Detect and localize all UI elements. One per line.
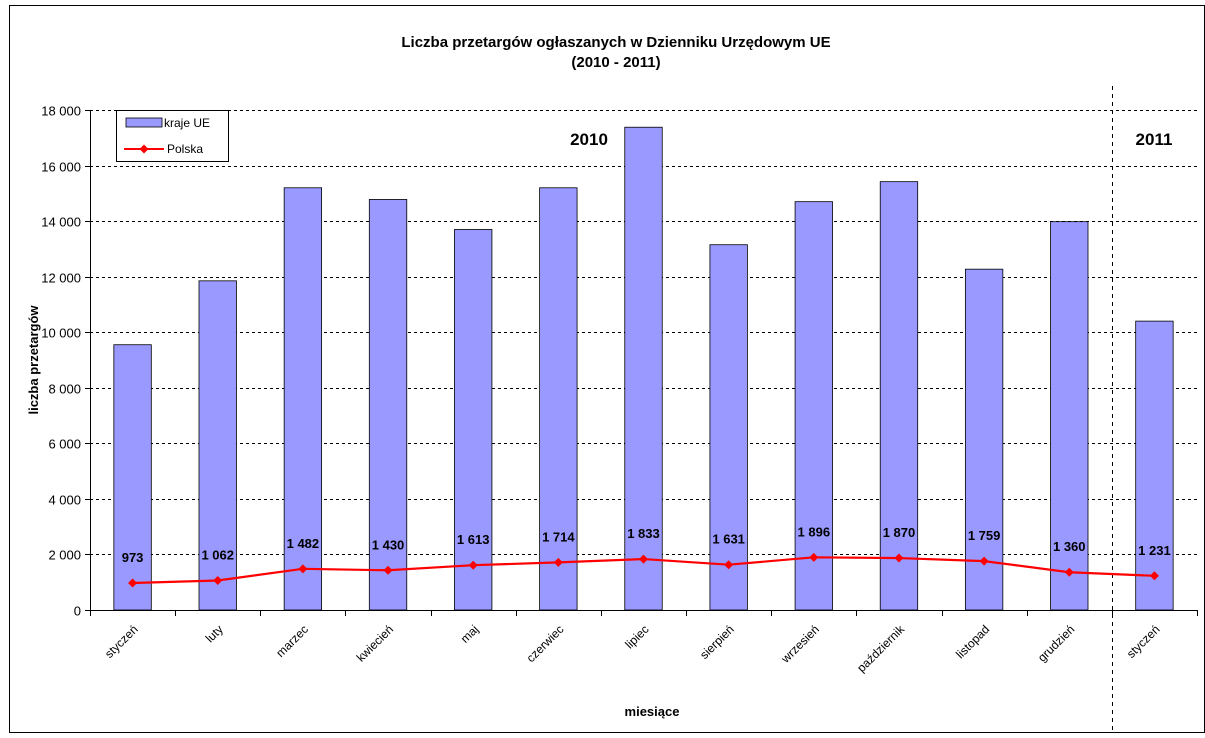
data-label-polska: 1 062: [201, 548, 234, 563]
point-polska: [639, 554, 648, 564]
legend-swatch-kraje-ue: [125, 117, 163, 128]
data-label-polska: 1 482: [287, 536, 320, 551]
y-axis-title: liczba przetargów: [26, 305, 41, 415]
point-polska: [213, 576, 223, 585]
legend: kraje UE Polska: [116, 110, 229, 162]
point-polska: [979, 556, 989, 566]
y-tick-label: 0: [74, 604, 81, 619]
point-polska: [298, 564, 308, 574]
bar-kraje-ue: [198, 280, 237, 611]
point-polska: [128, 578, 138, 588]
point-polska: [1149, 571, 1159, 581]
year-label-2010: 2010: [570, 130, 608, 149]
x-axis-title: miesiące: [625, 704, 680, 719]
legend-label-kraje-ue: kraje UE: [164, 116, 210, 130]
y-tick-label: 12 000: [41, 271, 81, 286]
legend-label-polska: Polska: [167, 142, 203, 156]
data-label-polska: 1 759: [968, 528, 1001, 543]
bar-kraje-ue: [454, 229, 493, 611]
year-label-2011: 2011: [1136, 130, 1173, 149]
y-tick-label: 6 000: [48, 437, 81, 452]
point-polska: [468, 560, 478, 570]
data-label-polska: 1 631: [712, 532, 745, 547]
bar-kraje-ue: [283, 187, 323, 611]
bar-kraje-ue: [879, 181, 919, 611]
legend-swatch-polska-marker: [139, 144, 149, 154]
bars-kraje-ue: [113, 126, 1174, 611]
bar-kraje-ue: [964, 268, 1004, 611]
bar-kraje-ue: [794, 201, 833, 611]
data-label-polska: 1 613: [457, 532, 490, 547]
bar-kraje-ue: [113, 344, 152, 611]
data-label-polska: 1 714: [542, 529, 575, 544]
data-label-polska: 1 833: [627, 526, 660, 541]
data-labels: 973 1 062 1 482 1 430 1 613 1 714 1 833 1 631 1 …: [122, 524, 1171, 565]
bar-kraje-ue: [1135, 320, 1174, 611]
data-label-polska: 1 430: [372, 537, 405, 552]
bar-kraje-ue: [539, 187, 578, 611]
bar-kraje-ue: [368, 199, 408, 611]
data-label-polska: 973: [122, 550, 144, 565]
chart-title: Liczba przetargów ogłaszanych w Dziennik…: [401, 34, 830, 51]
bar-kraje-ue: [624, 126, 663, 611]
y-tick-label: 10 000: [41, 326, 81, 341]
axes: [90, 110, 1198, 616]
data-label-polska: 1 231: [1138, 543, 1171, 558]
data-label-polska: 1 360: [1053, 539, 1086, 554]
y-tick-label: 18 000: [41, 104, 81, 119]
data-label-polska: 1 896: [798, 524, 831, 539]
point-polska: [553, 557, 563, 567]
point-polska: [809, 552, 819, 562]
chart-subtitle: (2010 - 2011): [571, 54, 660, 71]
point-polska: [724, 560, 734, 570]
bar-kraje-ue: [709, 244, 748, 611]
y-tick-label: 8 000: [48, 382, 81, 397]
y-tick-label: 16 000: [41, 160, 81, 175]
point-polska: [383, 565, 393, 575]
point-polska: [894, 553, 904, 563]
point-polska: [1064, 567, 1074, 577]
y-tick-label: 4 000: [48, 493, 81, 508]
y-tick-label: 2 000: [48, 548, 81, 563]
y-tick-label: 14 000: [41, 215, 81, 230]
line-polska: [128, 552, 1159, 588]
data-label-polska: 1 870: [883, 525, 916, 540]
